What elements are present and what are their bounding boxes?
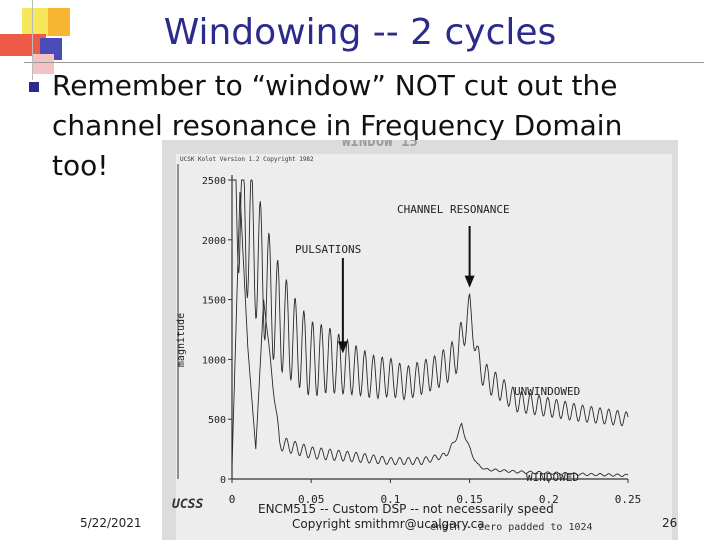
- annotation-unwindowed: UNWINDOWED: [514, 385, 580, 398]
- annotation-windowed: WINDOWED: [526, 471, 579, 484]
- y-tick-label: 1000: [202, 355, 226, 366]
- x-tick-label: 0.1: [380, 493, 400, 506]
- decor-vertical-line: [32, 0, 33, 80]
- footer-course: ENCM515 -- Custom DSP -- not necessarily…: [258, 502, 554, 516]
- annotation-pulsations: PULSATIONS: [295, 243, 361, 256]
- chart-paper: [176, 154, 672, 540]
- decor-red-square: [0, 34, 46, 56]
- y-tick-label: 2500: [202, 176, 226, 187]
- page-number: 26: [662, 516, 678, 530]
- series-line-unwindowed: [232, 179, 629, 427]
- x-tick-label: 0.15: [456, 493, 483, 506]
- y-axis-label: magnitude: [176, 313, 187, 367]
- chart-faint-title: WINDOW 15: [342, 140, 418, 150]
- spectrum-chart: UCSK Kolot Version 1.2 Copyright 1982 WIN…: [172, 134, 672, 540]
- spectrum-figure: UCSK Kolot Version 1.2 Copyright 1982 WIN…: [162, 134, 678, 540]
- y-tick-label: 0: [220, 475, 226, 486]
- x-tick-label: 0.05: [298, 493, 325, 506]
- y-tick-label: 500: [208, 415, 226, 426]
- decor-orange-square: [48, 8, 70, 36]
- x-tick-label: 0.2: [539, 493, 559, 506]
- arrow-head: [464, 275, 475, 288]
- annotation-channel-resonance: CHANNEL RESONANCE: [397, 203, 510, 216]
- decor-horizontal-line: [24, 62, 704, 63]
- x-tick-label: 0.25: [615, 493, 642, 506]
- x-tick-label: 0: [229, 493, 236, 506]
- y-tick-label: 2000: [202, 236, 226, 247]
- footer-date: 5/22/2021: [80, 516, 142, 530]
- chart-logo: UCSS: [172, 497, 203, 512]
- decor-pink-square: [32, 54, 54, 74]
- chart-bottom-note: ength - zero padded to 1024: [430, 522, 593, 533]
- slide-title: Windowing -- 2 cycles: [163, 12, 557, 53]
- arrow-head: [337, 341, 348, 354]
- series-line-windowed: [231, 191, 629, 477]
- bullet-text: Remember to “window” NOT cut out the cha…: [52, 69, 623, 182]
- footer-copyright: Copyright smithmr@ucalgary.ca: [292, 517, 485, 531]
- y-tick-label: 1500: [202, 296, 226, 307]
- chart-header-text: UCSK Kolot Version 1.2 Copyright 1982: [180, 156, 314, 163]
- bullet-icon: [29, 82, 39, 92]
- decor-yellow-square: [22, 8, 48, 36]
